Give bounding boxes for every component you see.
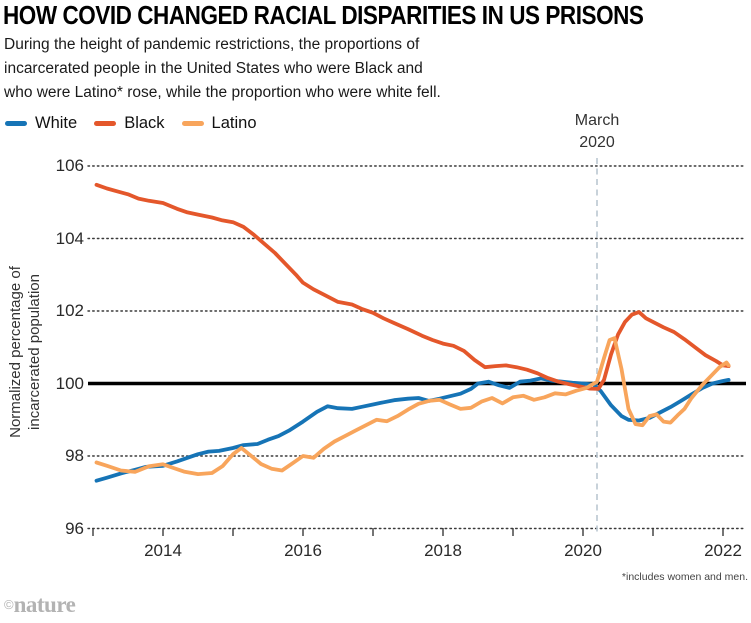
nature-logo: ©nature (4, 592, 76, 618)
legend-label-black: Black (124, 114, 165, 132)
legend-item-black: Black (94, 114, 165, 133)
legend: White Black Latino (5, 114, 257, 133)
legend-label-white: White (35, 114, 78, 132)
y-tick-label-104: 104 (55, 228, 84, 248)
nature-wordmark: nature (13, 592, 76, 617)
legend-label-latino: Latino (211, 114, 257, 132)
page-title: HOW COVID CHANGED RACIAL DISPARITIES IN … (3, 1, 644, 31)
subtitle-line-1: During the height of pandemic restrictio… (4, 36, 420, 53)
subtitle-line-3: who were Latino* rose, while the proport… (4, 84, 441, 101)
x-tick-label-2016: 2016 (284, 541, 322, 560)
y-tick-label-96: 96 (65, 518, 84, 538)
legend-swatch-white (5, 121, 27, 126)
x-tick-label-2018: 2018 (424, 541, 462, 560)
x-tick-label-2014: 2014 (144, 541, 182, 560)
y-tick-label-106: 106 (55, 156, 84, 175)
subtitle-line-2: incarcerated people in the United States… (4, 60, 423, 77)
y-tick-label-100: 100 (55, 373, 84, 393)
legend-item-white: White (5, 114, 77, 133)
series-line-white (94, 376, 731, 483)
series-line-black (94, 182, 731, 391)
annotation-line-1: March (574, 112, 620, 129)
legend-item-latino: Latino (181, 114, 257, 133)
legend-swatch-black (94, 121, 117, 126)
series-line-latino (94, 336, 731, 476)
footnote: *includes women and men. (621, 571, 748, 583)
annotation-line-2: 2020 (579, 134, 615, 151)
x-tick-label-2020: 2020 (564, 541, 602, 560)
y-tick-label-102: 102 (55, 301, 84, 320)
march-2020-annotation: March 2020 (537, 110, 657, 154)
legend-swatch-latino (181, 121, 204, 126)
x-tick-label-2022: 2022 (704, 541, 742, 560)
y-tick-label-98: 98 (65, 446, 84, 465)
copyright-symbol: © (4, 597, 14, 612)
chart-subtitle: During the height of pandemic restrictio… (4, 33, 441, 105)
